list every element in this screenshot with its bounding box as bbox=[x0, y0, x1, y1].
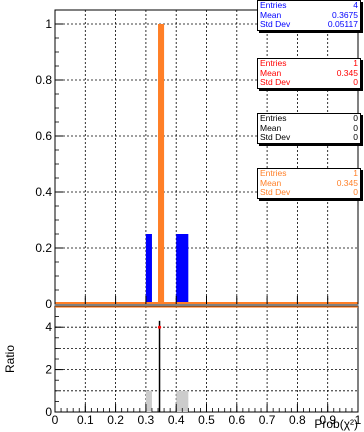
stat-row-std-dev: Std Dev 0 bbox=[260, 78, 358, 88]
x-tick-label: 0.4 bbox=[168, 413, 185, 427]
stat-row-std-dev: Std Dev 0 bbox=[260, 188, 358, 198]
stat-row-std-dev: Std Dev 0.05117 bbox=[260, 20, 358, 30]
x-tick-label: 0.3 bbox=[138, 413, 155, 427]
ratio-histogram-bar bbox=[176, 390, 189, 412]
ratio-y-tick-label: 0 bbox=[45, 405, 52, 419]
main-y-tick-label: 0 bbox=[45, 297, 52, 311]
stat-value: 0.345 bbox=[336, 177, 358, 188]
stat-row-mean: Mean 0.345 bbox=[260, 177, 358, 189]
stat-label: Std Dev bbox=[260, 77, 291, 88]
main-y-tick-label: 0.4 bbox=[35, 185, 52, 199]
stat-label: Entries bbox=[260, 113, 287, 123]
x-tick-label: 0.6 bbox=[228, 413, 245, 427]
main-y-tick-label: 0.2 bbox=[35, 241, 52, 255]
main-y-tick-label: 0.6 bbox=[35, 129, 52, 143]
x-axis-title: Prob(χ²) bbox=[314, 417, 358, 431]
stat-row-std-dev: Std Dev 0 bbox=[260, 133, 358, 143]
stat-label: Std Dev bbox=[260, 187, 291, 198]
stat-value: 0.345 bbox=[336, 67, 358, 78]
x-tick-label: 0.5 bbox=[198, 413, 215, 427]
x-tick-label: 0.2 bbox=[107, 413, 124, 427]
ratio-y-tick-label: 2 bbox=[45, 363, 52, 377]
main-y-tick-label: 1 bbox=[45, 17, 52, 31]
stat-label: Entries bbox=[260, 168, 287, 178]
stat-label: Std Dev bbox=[260, 19, 291, 30]
stat-row-mean: Mean 0 bbox=[260, 122, 358, 134]
x-tick-label: 0.7 bbox=[259, 413, 276, 427]
stat-label: Mean bbox=[260, 177, 282, 188]
ratio-y-tick-label: 4 bbox=[45, 320, 52, 334]
stat-row-entries: Entries 1 bbox=[260, 58, 358, 69]
x-tick-label: 0.9 bbox=[319, 413, 336, 427]
stat-box-black: Entries 0 Mean 0 Std Dev 0 bbox=[257, 113, 361, 144]
stat-box-red: Entries 1 Mean 0.345 Std Dev 0 bbox=[257, 58, 361, 89]
ratio-plot-panel: 0 2 4 0 0.1 0.2 0.3 0.4 0.5 0.6 0.7 0.8 0.9 1 Ratio Pro… bbox=[3, 305, 362, 431]
x-tick-label: 0 bbox=[52, 413, 59, 427]
stat-value: 0.05117 bbox=[327, 19, 358, 30]
stat-row-mean: Mean 0.3675 bbox=[260, 9, 358, 21]
ratio-data-point bbox=[157, 325, 162, 329]
ratio-histogram-bar bbox=[145, 390, 152, 412]
stat-value: 0 bbox=[353, 113, 358, 123]
stat-label: Std Dev bbox=[260, 132, 291, 143]
stat-value: 1 bbox=[353, 58, 358, 68]
stat-box-blue: Entries 4 Mean 0.3675 Std Dev 0.05117 bbox=[257, 0, 361, 31]
main-y-tick-label: 0.8 bbox=[35, 73, 52, 87]
stat-label: Entries bbox=[260, 58, 287, 68]
stat-value: 0 bbox=[353, 187, 358, 198]
stat-value: 0 bbox=[353, 132, 358, 143]
stat-label: Entries bbox=[260, 0, 287, 10]
x-tick-label: 0.8 bbox=[289, 413, 306, 427]
ratio-y-axis-title: Ratio bbox=[3, 345, 17, 373]
stat-row-entries: Entries 4 bbox=[260, 0, 358, 11]
main-histogram-bar bbox=[145, 234, 152, 304]
x-tick-label: 1 bbox=[355, 413, 362, 427]
stat-label: Mean bbox=[260, 9, 282, 20]
stat-box-orange: Entries 1 Mean 0.345 Std Dev 0 bbox=[257, 168, 361, 199]
stat-value: 0 bbox=[353, 122, 358, 133]
x-tick-label: 0.1 bbox=[77, 413, 94, 427]
stat-row-mean: Mean 0.345 bbox=[260, 67, 358, 79]
stat-value: 0.3675 bbox=[332, 9, 358, 20]
main-histogram-bar bbox=[176, 234, 189, 304]
stat-value: 0 bbox=[353, 77, 358, 88]
stat-row-entries: Entries 0 bbox=[260, 113, 358, 124]
main-histogram-bar bbox=[158, 24, 165, 304]
stat-label: Mean bbox=[260, 67, 282, 78]
stat-label: Mean bbox=[260, 122, 282, 133]
stat-row-entries: Entries 1 bbox=[260, 168, 358, 179]
stat-value: 4 bbox=[353, 0, 358, 10]
stat-value: 1 bbox=[353, 168, 358, 178]
